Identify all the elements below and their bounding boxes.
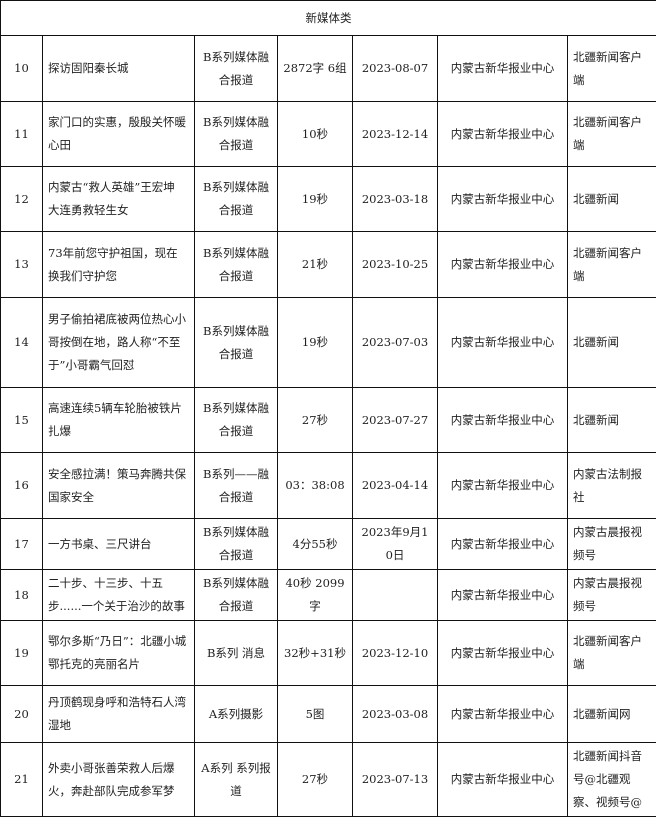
row-number: 18 <box>1 570 43 621</box>
row-number: 20 <box>1 686 43 743</box>
publish-date: 2023年9月10日 <box>353 519 438 570</box>
publisher: 内蒙古新华报业中心 <box>438 743 568 817</box>
section-header-row: 新媒体类 <box>1 1 656 36</box>
entry-title: 73年前您守护祖国，现在换我们守护您 <box>43 232 195 298</box>
publish-platform: 内蒙古法制报社 <box>568 453 656 519</box>
entry-category: B系列媒体融合报道 <box>195 36 278 102</box>
entry-title: 丹顶鹤现身呼和浩特石人湾湿地 <box>43 686 195 743</box>
row-number: 13 <box>1 232 43 298</box>
publisher: 内蒙古新华报业中心 <box>438 686 568 743</box>
entry-length: 21秒 <box>278 232 353 298</box>
entry-title: 鄂尔多斯“乃日”：北疆小城鄂托克的亮丽名片 <box>43 621 195 686</box>
publish-date: 2023-12-14 <box>353 102 438 167</box>
entry-title: 家门口的实惠，殷殷关怀暖心田 <box>43 102 195 167</box>
publisher: 内蒙古新华报业中心 <box>438 519 568 570</box>
entry-title: 探访固阳秦长城 <box>43 36 195 102</box>
publish-date: 2023-03-18 <box>353 167 438 232</box>
publish-date <box>353 570 438 621</box>
entry-category: B系列媒体融合报道 <box>195 232 278 298</box>
row-number: 15 <box>1 388 43 453</box>
entry-category: B系列媒体融合报道 <box>195 102 278 167</box>
publisher: 内蒙古新华报业中心 <box>438 621 568 686</box>
entry-title: 男子偷拍裙底被两位热心小哥按倒在地，路人称“不至于”小哥霸气回怼 <box>43 298 195 388</box>
publish-date: 2023-10-25 <box>353 232 438 298</box>
publisher: 内蒙古新华报业中心 <box>438 167 568 232</box>
entry-length: 4分55秒 <box>278 519 353 570</box>
publish-platform: 北疆新闻客户端 <box>568 232 656 298</box>
publisher: 内蒙古新华报业中心 <box>438 570 568 621</box>
entry-length: 27秒 <box>278 743 353 817</box>
entry-length: 32秒+31秒 <box>278 621 353 686</box>
publish-platform: 北疆新闻网 <box>568 686 656 743</box>
publish-date: 2023-04-14 <box>353 453 438 519</box>
publisher: 内蒙古新华报业中心 <box>438 36 568 102</box>
entry-title: 安全感拉满！策马奔腾共保国家安全 <box>43 453 195 519</box>
row-number: 12 <box>1 167 43 232</box>
publish-platform: 北疆新闻抖音号@北疆观察、视频号@ <box>568 743 656 817</box>
publish-platform: 北疆新闻客户端 <box>568 621 656 686</box>
entry-length: 10秒 <box>278 102 353 167</box>
entry-length: 5图 <box>278 686 353 743</box>
publisher: 内蒙古新华报业中心 <box>438 102 568 167</box>
entry-category: B系列媒体融合报道 <box>195 519 278 570</box>
publish-platform: 内蒙古晨报视频号 <box>568 519 656 570</box>
entry-length: 2872字 6组 <box>278 36 353 102</box>
publish-date: 2023-07-13 <box>353 743 438 817</box>
entry-length: 19秒 <box>278 167 353 232</box>
entry-category: A系列 系列报道 <box>195 743 278 817</box>
row-number: 17 <box>1 519 43 570</box>
entry-category: B系列媒体融合报道 <box>195 570 278 621</box>
entry-category: B系列媒体融合报道 <box>195 388 278 453</box>
publish-date: 2023-03-08 <box>353 686 438 743</box>
entry-category: B系列 消息 <box>195 621 278 686</box>
row-number: 10 <box>1 36 43 102</box>
section-title: 新媒体类 <box>1 1 656 36</box>
row-number: 19 <box>1 621 43 686</box>
entry-category: B系列媒体融合报道 <box>195 298 278 388</box>
row-number: 16 <box>1 453 43 519</box>
publish-date: 2023-07-27 <box>353 388 438 453</box>
publish-date: 2023-07-03 <box>353 298 438 388</box>
publish-date: 2023-08-07 <box>353 36 438 102</box>
publish-platform: 北疆新闻客户端 <box>568 36 656 102</box>
publisher: 内蒙古新华报业中心 <box>438 232 568 298</box>
entry-title: 内蒙古“救人英雄”王宏坤 大连勇救轻生女 <box>43 167 195 232</box>
publisher: 内蒙古新华报业中心 <box>438 388 568 453</box>
entry-category: A系列摄影 <box>195 686 278 743</box>
entry-title: 外卖小哥张善荣救人后爆火，奔赴部队完成参军梦 <box>43 743 195 817</box>
entry-length: 27秒 <box>278 388 353 453</box>
entry-length: 03：38:08 <box>278 453 353 519</box>
publish-platform: 北疆新闻 <box>568 167 656 232</box>
entry-title: 二十步、十三步、十五步......一个关于治沙的故事 <box>43 570 195 621</box>
entry-category: B系列媒体融合报道 <box>195 167 278 232</box>
row-number: 21 <box>1 743 43 817</box>
publish-platform: 内蒙古晨报视频号 <box>568 570 656 621</box>
entry-length: 19秒 <box>278 298 353 388</box>
row-number: 11 <box>1 102 43 167</box>
row-number: 14 <box>1 298 43 388</box>
entry-title: 高速连续5辆车轮胎被铁片扎爆 <box>43 388 195 453</box>
entry-title: 一方书桌、三尺讲台 <box>43 519 195 570</box>
publish-date: 2023-12-10 <box>353 621 438 686</box>
publish-platform: 北疆新闻 <box>568 298 656 388</box>
publish-platform: 北疆新闻 <box>568 388 656 453</box>
publisher: 内蒙古新华报业中心 <box>438 298 568 388</box>
entry-category: B系列——融合报道 <box>195 453 278 519</box>
entry-length: 40秒 2099字 <box>278 570 353 621</box>
publisher: 内蒙古新华报业中心 <box>438 453 568 519</box>
publish-platform: 北疆新闻客户端 <box>568 102 656 167</box>
